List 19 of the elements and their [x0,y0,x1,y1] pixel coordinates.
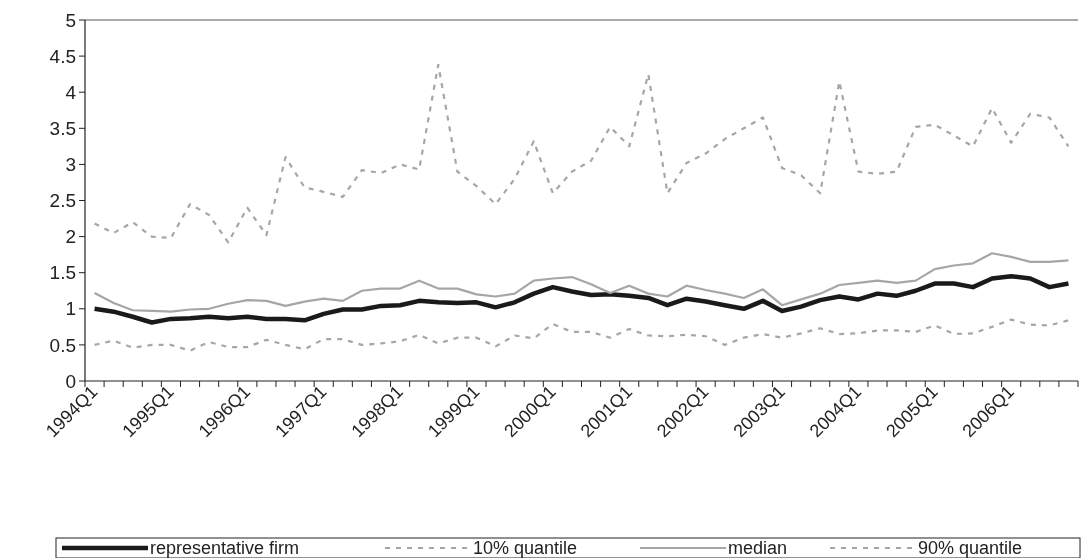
legend-label: 90% quantile [918,538,1023,558]
y-tick-label: 0.5 [49,334,76,356]
legend-label: median [728,538,788,558]
line-series [93,318,1070,352]
y-tick-label: 2 [65,226,76,248]
y-tick-label: 0 [65,370,76,392]
y-tick-label: 1 [65,298,76,320]
legend-label: representative firm [150,538,300,558]
y-tick-label: 2.5 [49,190,76,212]
y-tick-label: 5 [65,9,76,31]
y-tick-label: 3.5 [49,117,76,139]
legend-label: 10% quantile [473,538,578,558]
y-tick-label: 4.5 [49,45,76,67]
line-series [92,274,1071,325]
line-series [93,252,1070,313]
line-series [93,63,1070,244]
y-tick-label: 3 [65,154,76,176]
y-tick-label: 1.5 [49,262,76,284]
y-tick-label: 4 [65,81,77,103]
